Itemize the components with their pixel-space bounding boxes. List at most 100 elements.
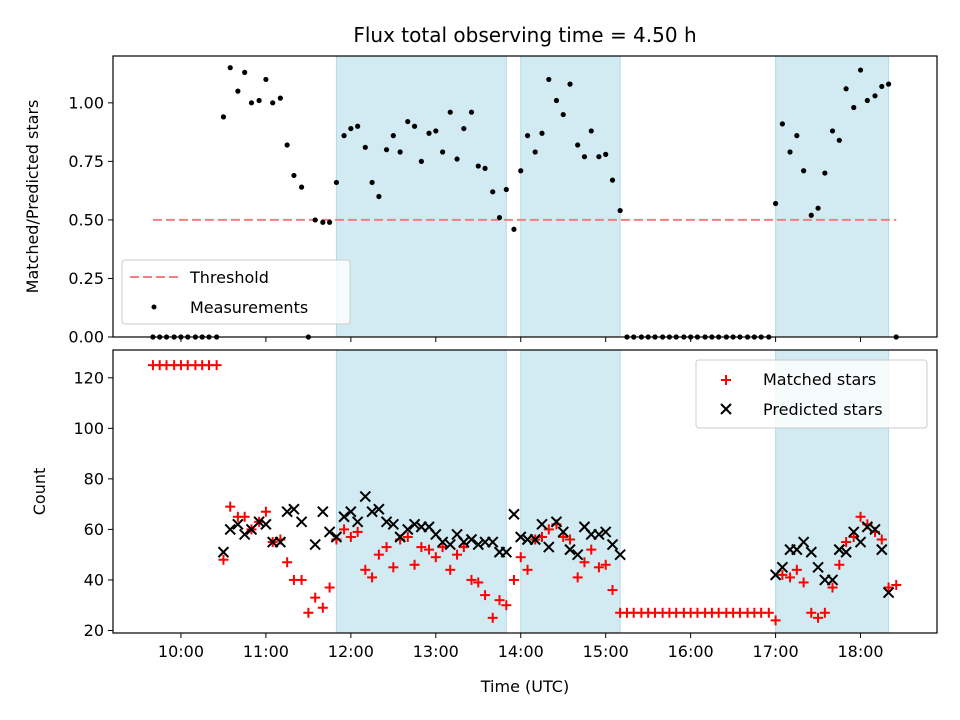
predicted-star-point	[295, 516, 308, 528]
predicted-star-point	[472, 538, 484, 551]
measurements-legend-label: Measurements	[190, 298, 308, 317]
measurement-point	[553, 97, 560, 104]
measurements-legend-marker	[151, 304, 157, 310]
measurement-point	[843, 86, 849, 92]
observing-window	[775, 55, 890, 338]
measurement-point	[383, 147, 390, 153]
matched-star-point	[218, 554, 229, 565]
measurement-point	[426, 130, 432, 136]
measurement-points	[150, 65, 899, 340]
measurement-point	[284, 142, 290, 148]
predicted-star-point	[458, 536, 470, 548]
matched-star-point	[883, 582, 894, 593]
matched-star-point	[317, 602, 328, 613]
chart-title: Flux total observing time = 4.50 h	[353, 23, 696, 47]
bottom-legend-box	[695, 359, 928, 429]
predicted-star-point	[797, 536, 810, 548]
predicted-star-point	[281, 506, 293, 518]
predicted-star-point	[593, 528, 605, 541]
measurement-point	[248, 100, 255, 106]
observing-window	[335, 349, 507, 634]
matched-star-point	[437, 542, 448, 553]
matched-star-point	[416, 542, 427, 553]
matched-star-point	[373, 549, 384, 560]
matched-star-point	[282, 557, 293, 568]
measurement-point	[511, 226, 517, 232]
measurement-point	[418, 158, 424, 164]
x-tick-label: 13:00	[413, 642, 459, 661]
matched-star-point	[855, 511, 866, 522]
measurement-point	[447, 109, 453, 115]
bottom-y-axis-label: Count	[30, 468, 49, 516]
measurement-point	[794, 133, 800, 139]
matched-star-point	[260, 506, 271, 517]
x-tick-label: 18:00	[837, 642, 883, 661]
predicted-star-point	[614, 548, 626, 561]
matched-legend-glyph	[721, 375, 731, 385]
matched-star-point	[424, 544, 435, 555]
measurement-point	[227, 65, 233, 71]
predicted-stars-points	[217, 490, 895, 599]
y-tick-label: 120	[73, 368, 104, 387]
measurement-point	[277, 95, 283, 101]
measurement-point	[885, 81, 892, 87]
measurement-point	[879, 83, 885, 90]
predicted-star-point	[882, 586, 895, 599]
measurement-point	[320, 219, 326, 225]
matched-star-point	[827, 582, 838, 593]
matched-star-point	[211, 360, 222, 371]
measurement-point	[539, 130, 545, 136]
predicted-star-point	[232, 518, 244, 531]
top-x-ticks	[180, 337, 862, 342]
matched-star-point	[473, 577, 484, 588]
x-tick-label: 16:00	[668, 642, 714, 661]
predicted-star-point	[323, 526, 336, 538]
predicted-star-point	[465, 533, 478, 546]
measurement-point	[864, 97, 870, 104]
x-tick-label: 11:00	[243, 642, 289, 661]
matched-star-point	[791, 564, 802, 575]
measurement-point	[411, 123, 418, 129]
matched-star-point	[834, 559, 845, 570]
matched-star-point	[367, 572, 378, 583]
predicted-star-point	[508, 508, 520, 520]
predicted-star-point	[224, 523, 236, 536]
predicted-star-point	[274, 536, 287, 548]
predicted-star-point	[861, 521, 874, 533]
predicted-star-point	[345, 506, 357, 518]
bottom-axes-frame	[112, 349, 938, 634]
matched-star-point	[770, 615, 781, 626]
predicted-legend-glyph	[720, 403, 732, 415]
predicted-legend-label: Predicted stars	[763, 400, 883, 419]
matched-legend-label: Matched stars	[763, 370, 876, 389]
predicted-star-point	[260, 518, 272, 531]
x-axis-label: Time (UTC)	[480, 677, 569, 696]
y-tick-label: 80	[84, 469, 104, 488]
y-tick-label: 0.00	[68, 328, 104, 347]
matched-star-point	[409, 559, 420, 570]
matched-star-point	[388, 562, 399, 573]
measurement-point	[603, 151, 609, 157]
measurement-point	[822, 170, 828, 176]
matched-star-point	[876, 534, 887, 545]
measurement-point	[263, 76, 269, 83]
predicted-star-point	[351, 516, 364, 528]
measurement-point	[405, 118, 411, 125]
measurement-point	[490, 189, 496, 195]
predicted-star-point	[606, 538, 619, 551]
measurement-point	[532, 149, 538, 155]
measurement-point	[433, 128, 439, 134]
matched-star-point	[819, 607, 830, 618]
matched-star-point	[296, 574, 307, 585]
measurement-point	[857, 67, 864, 73]
measurement-point	[235, 88, 241, 94]
measurement-point	[787, 149, 793, 155]
matched-star-point	[607, 585, 618, 596]
y-tick-label: 60	[84, 520, 104, 539]
predicted-star-point	[529, 533, 541, 546]
measurement-point	[298, 184, 305, 190]
matched-star-point	[501, 600, 512, 611]
matched-star-point	[841, 537, 852, 548]
bottom-legend: Matched stars Predicted stars	[695, 359, 928, 429]
